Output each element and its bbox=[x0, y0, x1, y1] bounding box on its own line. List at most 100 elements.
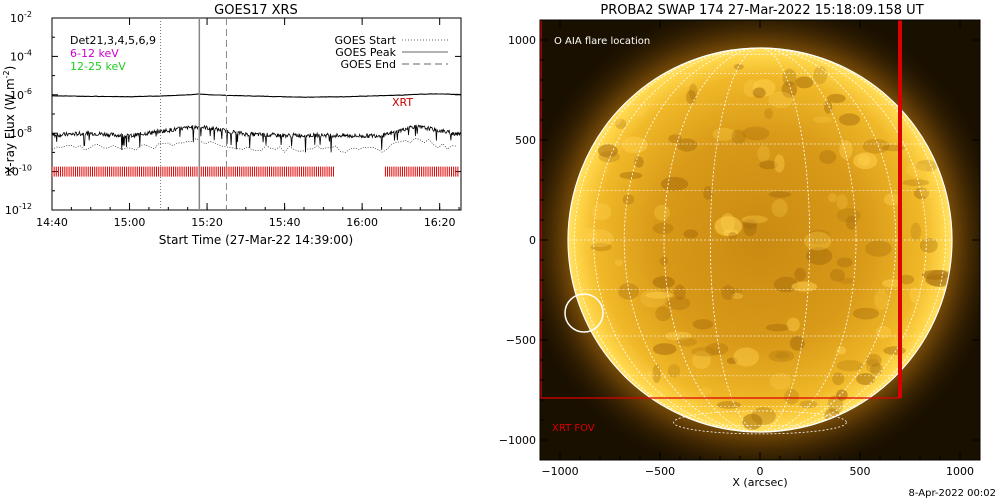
solar-texture-blob bbox=[659, 256, 669, 266]
solar-texture-blob bbox=[883, 193, 901, 206]
solar-texture-blob bbox=[660, 176, 689, 192]
solar-texture-blob bbox=[676, 138, 698, 152]
goes-ytick-label: 10-8 bbox=[10, 125, 32, 140]
goes-xtick-label: 15:40 bbox=[269, 216, 301, 229]
solar-texture-blob bbox=[676, 337, 697, 347]
solar-texture-blob bbox=[813, 116, 832, 124]
solar-texture-blob bbox=[731, 129, 746, 145]
goes-short-channel-lower bbox=[52, 137, 457, 153]
solar-texture-blob bbox=[782, 68, 797, 87]
solar-texture-blob bbox=[726, 357, 738, 365]
goes-ytick-label: 10-4 bbox=[10, 48, 32, 63]
solar-texture-blob bbox=[794, 267, 806, 282]
swap-xtick-label: 0 bbox=[757, 465, 764, 478]
solar-texture-blob bbox=[646, 370, 656, 383]
goes-chart-title: GOES17 XRS bbox=[214, 3, 298, 18]
footer-date: 8-Apr-2022 00:02 bbox=[909, 488, 996, 499]
grid-pole-ring bbox=[673, 410, 847, 435]
solar-texture-blob bbox=[806, 247, 833, 265]
solar-texture-blob bbox=[789, 336, 805, 351]
solar-texture-blob bbox=[742, 219, 758, 229]
goes-series bbox=[52, 93, 461, 153]
solar-texture-blob bbox=[857, 154, 871, 167]
solar-texture-blob bbox=[741, 215, 768, 224]
swap-xtick-label: −1000 bbox=[541, 465, 578, 478]
solar-texture-blob bbox=[688, 83, 698, 100]
solar-texture-blob bbox=[781, 81, 797, 98]
solar-texture-blob bbox=[647, 87, 658, 97]
solar-texture-blob bbox=[683, 229, 698, 239]
goes-event-markers bbox=[160, 18, 227, 210]
legend-6-12: 6-12 keV bbox=[70, 47, 119, 60]
xrt-coverage-bars bbox=[52, 166, 459, 177]
goes-xrs-panel: GOES17 XRS 10-12 10-10 10-8 10-6 10-4 10-2 14:… bbox=[2, 3, 462, 247]
solar-texture-blob bbox=[836, 208, 861, 223]
solar-texture-blob bbox=[591, 203, 612, 221]
solar-texture-blob bbox=[836, 194, 848, 210]
solar-texture-blob bbox=[768, 350, 795, 362]
legend-goes-peak: GOES Peak bbox=[335, 46, 396, 59]
swap-ytick-label: 0 bbox=[529, 234, 536, 247]
solar-texture-blob bbox=[614, 259, 623, 266]
solar-texture-blob bbox=[590, 243, 612, 252]
solar-texture-blob bbox=[686, 90, 697, 105]
solar-texture-blob bbox=[721, 285, 735, 300]
solar-texture-blob bbox=[580, 227, 598, 242]
solar-texture-blob bbox=[598, 151, 620, 163]
legend-goes-end: GOES End bbox=[340, 58, 396, 71]
goes-ytick-label: 10-6 bbox=[10, 87, 32, 102]
solar-texture-blob bbox=[771, 199, 788, 218]
solar-texture-blob bbox=[768, 91, 793, 109]
solar-texture-blob bbox=[768, 191, 791, 198]
solar-texture-blob bbox=[883, 346, 906, 356]
solar-texture-blob bbox=[919, 185, 943, 198]
solar-texture-blob bbox=[832, 372, 845, 386]
solar-texture-blob bbox=[598, 144, 618, 158]
xrt-fov-box bbox=[540, 20, 902, 399]
swap-title: PROBA2 SWAP 174 27-Mar-2022 15:18:09.158… bbox=[600, 3, 923, 18]
goes-ylabel-close: ) bbox=[3, 66, 17, 71]
solar-texture-blob bbox=[773, 276, 798, 293]
solar-texture-blob bbox=[769, 373, 792, 390]
goes-ytick-label: 10-12 bbox=[5, 202, 32, 217]
solar-texture-blob bbox=[733, 347, 760, 367]
solar-texture-blob bbox=[836, 346, 847, 355]
goes-xtick-label: 16:00 bbox=[346, 216, 378, 229]
goes-ylabel-main: X-ray Flux (W m bbox=[3, 78, 17, 174]
solar-texture-blob bbox=[838, 277, 855, 284]
solar-texture-blob bbox=[862, 138, 890, 154]
swap-xtick-label: −500 bbox=[645, 465, 675, 478]
solar-texture-blob bbox=[728, 232, 738, 240]
solar-texture-blob bbox=[905, 162, 927, 178]
solar-texture-blob bbox=[740, 409, 765, 417]
swap-ytick-label: −500 bbox=[506, 334, 536, 347]
goes-long-channel-line bbox=[52, 93, 461, 98]
goes-ylabel: X-ray Flux (W m-2) bbox=[2, 66, 17, 175]
swap-ytick-label: −1000 bbox=[499, 434, 536, 447]
solar-texture-blob bbox=[829, 269, 846, 282]
solar-texture-blob bbox=[765, 323, 790, 332]
solar-texture-blob bbox=[884, 103, 897, 114]
solar-texture-blob bbox=[759, 160, 778, 170]
solar-texture-blob bbox=[852, 307, 880, 320]
solar-texture-blob bbox=[654, 204, 670, 221]
solar-texture-blob bbox=[827, 395, 844, 414]
solar-texture-blob bbox=[652, 343, 677, 355]
solar-texture-blob bbox=[804, 231, 832, 251]
solar-texture-blob bbox=[870, 363, 883, 376]
solar-texture-blob bbox=[865, 240, 892, 257]
solar-texture-blob bbox=[836, 257, 853, 268]
solar-texture-blob bbox=[828, 193, 837, 203]
swap-ytick-label: 1000 bbox=[508, 34, 536, 47]
solar-texture-blob bbox=[784, 389, 799, 405]
solar-texture-blob bbox=[668, 134, 682, 144]
legend-12-25: 12-25 keV bbox=[70, 60, 126, 73]
solar-texture-blob bbox=[909, 287, 921, 303]
solar-texture-blob bbox=[910, 222, 922, 242]
solar-texture-blob bbox=[586, 229, 614, 248]
solar-texture-blob bbox=[697, 387, 713, 396]
solar-texture-blob bbox=[866, 358, 881, 374]
legend-goes-start: GOES Start bbox=[335, 34, 397, 47]
solar-texture-blob bbox=[902, 179, 930, 187]
